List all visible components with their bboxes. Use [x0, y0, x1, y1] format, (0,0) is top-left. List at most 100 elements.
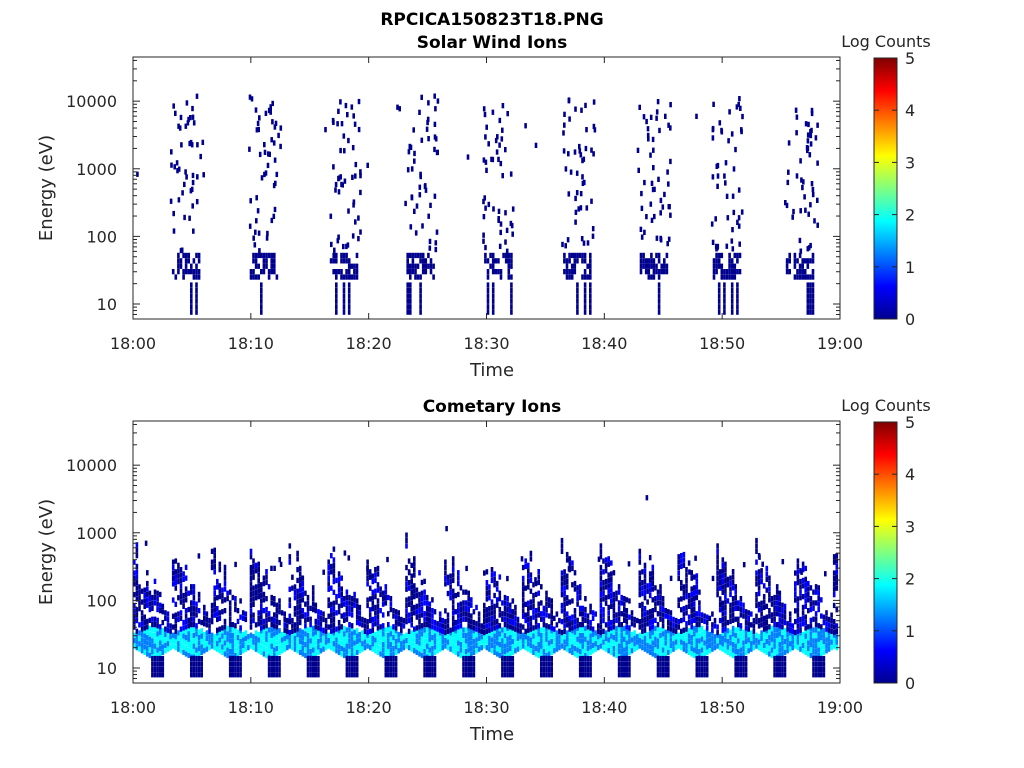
heatmap-cell: [296, 642, 299, 648]
heatmap-cell: [151, 632, 154, 639]
heatmap-cell: [228, 672, 232, 678]
heatmap-cell: [537, 647, 540, 653]
heatmap-cell: [413, 637, 416, 643]
heatmap-cell: [755, 592, 758, 598]
heatmap-cell: [268, 151, 271, 157]
heatmap-cell: [690, 597, 693, 603]
heatmap-cell: [223, 586, 227, 592]
heatmap-cell: [680, 607, 683, 613]
heatmap-cell: [488, 627, 491, 633]
heatmap-cell: [814, 672, 818, 678]
heatmap-cell: [288, 629, 292, 636]
heatmap-cell: [389, 596, 393, 602]
heatmap-cell: [497, 269, 500, 275]
heatmap-cell: [685, 637, 688, 643]
heatmap-cell: [140, 626, 144, 632]
heatmap-cell: [236, 666, 240, 672]
heatmap-cell: [260, 298, 263, 304]
heatmap-cell: [156, 590, 159, 596]
heatmap-cell: [263, 142, 266, 148]
heatmap-cell: [817, 666, 820, 672]
heatmap-cell: [184, 613, 188, 619]
heatmap-cell: [223, 597, 227, 603]
heatmap-cell: [260, 269, 263, 275]
heatmap-cell: [665, 263, 669, 269]
heatmap-cell: [355, 603, 359, 609]
heatmap-cell: [698, 616, 701, 622]
heatmap-cell: [216, 616, 219, 623]
colorbar-tick-label: 2: [905, 206, 915, 225]
heatmap-cell: [498, 631, 502, 637]
heatmap-cell: [257, 252, 260, 259]
heatmap-cell: [161, 609, 165, 615]
heatmap-cell: [540, 643, 543, 649]
heatmap-cell: [433, 193, 437, 199]
heatmap-cell: [273, 206, 277, 213]
heatmap-cell: [534, 624, 538, 630]
heatmap-cell: [592, 99, 596, 105]
heatmap-cell: [667, 609, 670, 615]
heatmap-cell: [483, 629, 486, 636]
heatmap-cell: [190, 611, 193, 617]
heatmap-cell: [464, 638, 468, 644]
heatmap-cell: [351, 174, 354, 180]
heatmap-cell: [565, 269, 569, 275]
heatmap-cell: [667, 236, 671, 242]
heatmap-cell: [387, 666, 390, 672]
heatmap-cell: [158, 624, 162, 630]
heatmap-cell: [583, 298, 587, 304]
heatmap-cell: [646, 132, 650, 139]
heatmap-cell: [239, 638, 242, 645]
heatmap-cell: [462, 649, 465, 655]
heatmap-cell: [820, 624, 823, 630]
heatmap-cell: [739, 625, 743, 632]
heatmap-cell: [602, 580, 605, 586]
heatmap-cell: [177, 630, 180, 636]
heatmap-cell: [457, 618, 460, 625]
heatmap-cell: [348, 638, 351, 644]
heatmap-cell: [179, 258, 183, 264]
heatmap-cell: [516, 616, 520, 623]
heatmap-cell: [773, 638, 776, 644]
heatmap-cell: [148, 606, 152, 613]
heatmap-cell: [249, 608, 253, 614]
heatmap-cell: [405, 543, 408, 549]
heatmap-cell: [724, 631, 727, 638]
heatmap-cell: [643, 568, 647, 574]
heatmap-cell: [327, 638, 330, 644]
heatmap-cell: [651, 645, 655, 652]
heatmap-cell: [278, 644, 281, 650]
heatmap-cell: [498, 574, 502, 580]
heatmap-cell: [376, 628, 380, 634]
heatmap-cell: [651, 575, 655, 581]
heatmap-cell: [817, 661, 820, 667]
heatmap-cell: [607, 561, 610, 567]
heatmap-cell: [584, 612, 587, 618]
heatmap-cell: [647, 136, 650, 142]
heatmap-cell: [757, 590, 761, 597]
heatmap-cell: [278, 638, 281, 645]
heatmap-cell: [655, 235, 659, 241]
heatmap-cell: [733, 252, 737, 259]
heatmap-cell: [467, 636, 470, 642]
heatmap-cell: [547, 635, 551, 641]
heatmap-cell: [490, 615, 494, 621]
heatmap-cell: [669, 615, 673, 621]
heatmap-cell: [216, 630, 219, 636]
heatmap-cell: [687, 614, 691, 620]
heatmap-cell: [529, 615, 533, 621]
heatmap-cell: [511, 628, 515, 634]
heatmap-cell: [796, 580, 800, 586]
heatmap-cell: [249, 619, 253, 625]
heatmap-cell: [510, 282, 513, 288]
heatmap-cell: [184, 597, 188, 603]
heatmap-cell: [143, 587, 146, 593]
heatmap-cell: [348, 655, 351, 662]
heatmap-cell: [804, 628, 807, 634]
heatmap-cell: [739, 612, 743, 618]
heatmap-cell: [700, 612, 704, 618]
heatmap-cell: [376, 587, 380, 593]
heatmap-cell: [804, 603, 807, 609]
heatmap-cell: [350, 612, 354, 618]
heatmap-cell: [568, 637, 572, 643]
